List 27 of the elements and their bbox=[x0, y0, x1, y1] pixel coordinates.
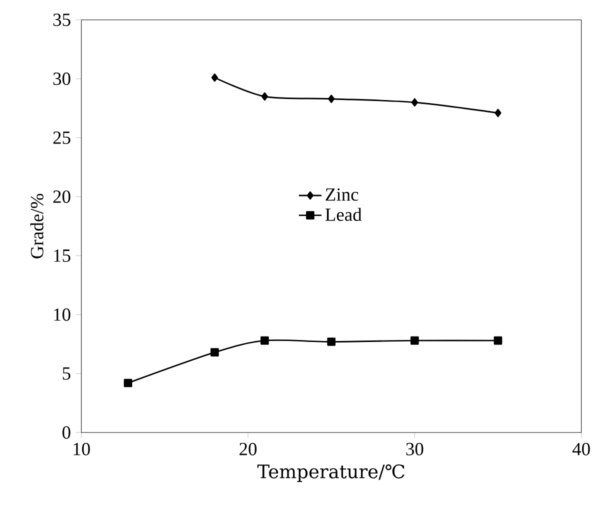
y-tick-label: 0 bbox=[62, 426, 70, 439]
point bbox=[328, 94, 335, 104]
point bbox=[494, 336, 502, 345]
y-tick-label: 10 bbox=[54, 308, 70, 321]
y-tick-label: 35 bbox=[53, 14, 70, 26]
x-tick-label: 10 bbox=[74, 442, 90, 456]
y-tick-label: 25 bbox=[53, 132, 70, 144]
point bbox=[410, 336, 419, 345]
x-axis-title: Temperature/℃ bbox=[257, 464, 404, 482]
legend-label: Lead bbox=[325, 208, 362, 221]
y-tick-label: 5 bbox=[62, 367, 70, 380]
y-tick-label: 30 bbox=[53, 72, 70, 86]
point bbox=[211, 73, 218, 82]
point bbox=[494, 108, 502, 118]
point bbox=[124, 378, 132, 388]
legend-label: Zinc bbox=[326, 188, 358, 201]
y-tick-label: 15 bbox=[54, 249, 70, 262]
point bbox=[261, 92, 268, 101]
point bbox=[327, 338, 336, 346]
point bbox=[260, 336, 269, 345]
y-tick-label: 20 bbox=[53, 190, 70, 203]
point bbox=[411, 98, 418, 107]
x-tick-label: 20 bbox=[240, 442, 257, 456]
x-tick-label: 40 bbox=[572, 442, 590, 456]
point bbox=[210, 348, 219, 357]
y-axis-title: Grade/% bbox=[30, 194, 44, 258]
x-tick-label: 30 bbox=[406, 442, 424, 456]
